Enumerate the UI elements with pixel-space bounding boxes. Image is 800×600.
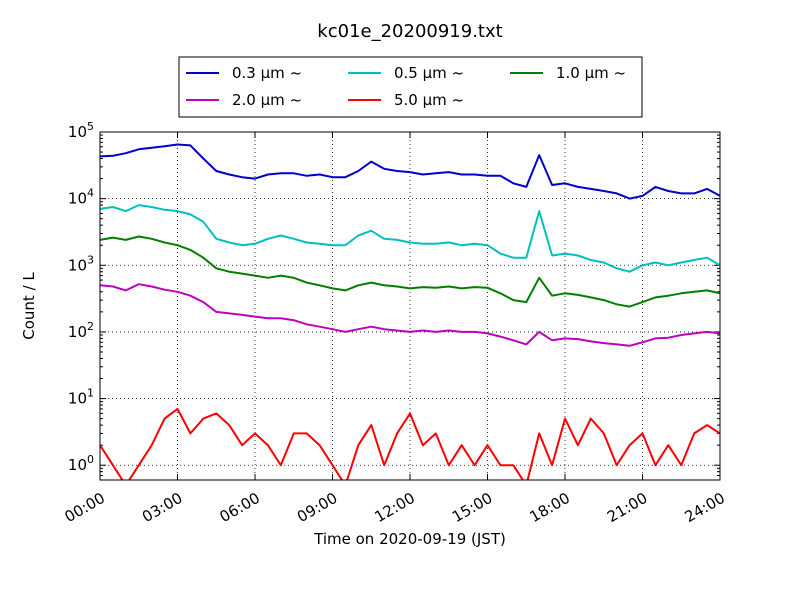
series-line-5 <box>100 407 720 480</box>
y-tick-label: 101 <box>68 387 94 408</box>
legend-box <box>178 56 643 118</box>
series-line-1 <box>100 143 720 200</box>
legend-label-4: 2.0 μm ~ <box>232 91 302 109</box>
y-tick-label: 103 <box>68 253 94 274</box>
y-tick-label: 104 <box>68 187 94 208</box>
legend-label-5: 5.0 μm ~ <box>394 91 464 109</box>
x-axis-label: Time on 2020-09-19 (JST) <box>313 530 506 548</box>
series-line-2 <box>100 204 720 273</box>
y-tick-label: 100 <box>68 453 94 474</box>
legend-label-1: 0.3 μm ~ <box>232 64 302 82</box>
legend-label-2: 0.5 μm ~ <box>394 64 464 82</box>
plot-frame <box>99 131 721 481</box>
y-tick-label: 102 <box>68 320 94 341</box>
legend: 0.3 μm ~ 0.5 μm ~ 1.0 μm ~ 2.0 μm ~ 5.0 μm ~ <box>178 56 643 118</box>
plot-series <box>100 143 720 480</box>
legend-label-3: 1.0 μm ~ <box>556 64 626 82</box>
chart-title: kc01e_20200919.txt <box>317 21 502 42</box>
y-axis-label: Count / L <box>20 272 38 340</box>
series-line-3 <box>100 235 720 308</box>
y-axis-ticks: 100 101 102 103 104 105 <box>68 120 720 481</box>
y-tick-label: 105 <box>68 120 94 141</box>
series-line-4 <box>100 283 720 347</box>
